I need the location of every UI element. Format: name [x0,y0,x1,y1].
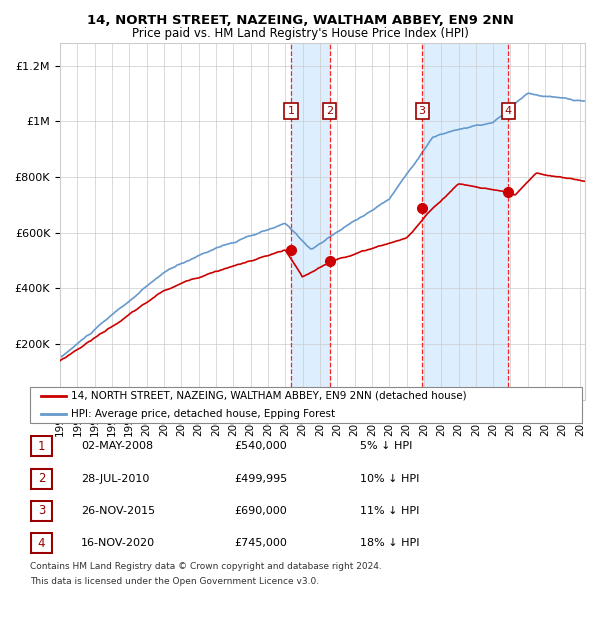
FancyBboxPatch shape [31,436,52,456]
Text: Price paid vs. HM Land Registry's House Price Index (HPI): Price paid vs. HM Land Registry's House … [131,27,469,40]
Text: 4: 4 [38,537,45,549]
FancyBboxPatch shape [31,501,52,521]
Text: 3: 3 [419,106,425,116]
Text: 11% ↓ HPI: 11% ↓ HPI [360,506,419,516]
Text: £690,000: £690,000 [234,506,287,516]
Text: 14, NORTH STREET, NAZEING, WALTHAM ABBEY, EN9 2NN: 14, NORTH STREET, NAZEING, WALTHAM ABBEY… [86,14,514,27]
Text: 14, NORTH STREET, NAZEING, WALTHAM ABBEY, EN9 2NN (detached house): 14, NORTH STREET, NAZEING, WALTHAM ABBEY… [71,391,467,401]
Text: 16-NOV-2020: 16-NOV-2020 [81,538,155,548]
Text: 1: 1 [38,440,45,453]
Text: 5% ↓ HPI: 5% ↓ HPI [360,441,412,451]
Text: 4: 4 [505,106,512,116]
Bar [422,43,508,400]
Text: 1: 1 [287,106,295,116]
Text: 28-JUL-2010: 28-JUL-2010 [81,474,149,484]
FancyBboxPatch shape [30,387,582,423]
Bar [291,43,330,400]
Text: HPI: Average price, detached house, Epping Forest: HPI: Average price, detached house, Eppi… [71,409,335,419]
Text: 2: 2 [326,106,334,116]
Text: 02-MAY-2008: 02-MAY-2008 [81,441,153,451]
Text: This data is licensed under the Open Government Licence v3.0.: This data is licensed under the Open Gov… [30,577,319,586]
Text: 26-NOV-2015: 26-NOV-2015 [81,506,155,516]
Text: 10% ↓ HPI: 10% ↓ HPI [360,474,419,484]
Text: £540,000: £540,000 [234,441,287,451]
Text: 2: 2 [38,472,45,485]
Text: £499,995: £499,995 [234,474,287,484]
FancyBboxPatch shape [31,533,52,553]
FancyBboxPatch shape [31,469,52,489]
Text: £745,000: £745,000 [234,538,287,548]
Text: 3: 3 [38,505,45,517]
Text: 18% ↓ HPI: 18% ↓ HPI [360,538,419,548]
Text: Contains HM Land Registry data © Crown copyright and database right 2024.: Contains HM Land Registry data © Crown c… [30,562,382,572]
